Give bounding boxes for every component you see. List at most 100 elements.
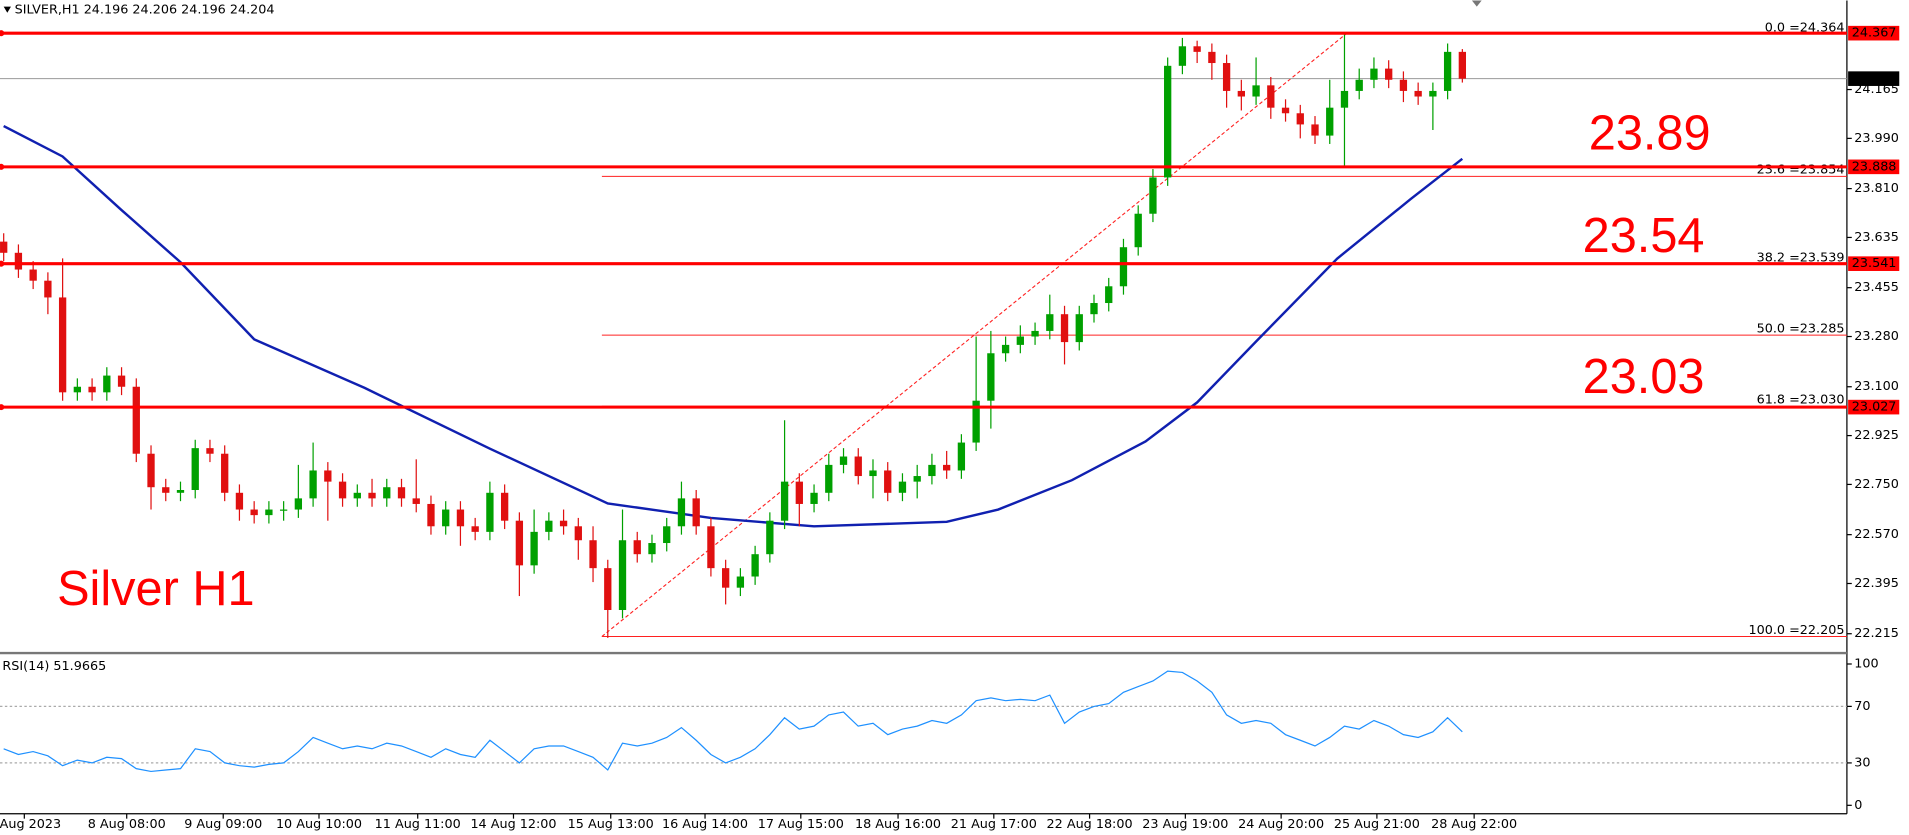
chart-title: SILVER,H1 24.196 24.206 24.196 24.204 [15,3,275,18]
level-price-box [1848,25,1900,41]
candle-body [707,526,715,569]
level-handle [0,30,5,37]
shift-marker [1471,0,1482,7]
rsi-y-tick-label: 30 [1854,755,1870,770]
candle-body [721,568,730,588]
candle-body [1252,85,1260,97]
candle-body [368,492,376,499]
candle-body [1385,68,1393,80]
level-price-box [1848,256,1900,271]
candle-body [530,531,538,566]
candle-body [206,448,214,454]
annotation: Silver H1 [57,562,255,616]
candle-body [692,498,700,527]
candle-body [1311,124,1319,136]
x-tick-label: 10 Aug 10:00 [276,817,362,832]
candle-body [88,386,96,393]
candle-body [191,448,199,491]
candle-body [618,540,627,611]
candle-body [1340,90,1349,108]
level-price-label: 23.541 [1852,256,1897,271]
candle-body [1222,63,1231,91]
x-tick-label: 11 Aug 11:00 [375,817,461,832]
candle-body [1414,90,1422,97]
candle-body [1267,85,1275,108]
candle-body [294,498,303,510]
candle-body [1208,51,1216,64]
candle-body [766,520,774,555]
candle-body [397,487,406,499]
x-tick-label: 25 Aug 21:00 [1334,817,1420,832]
x-tick-label: 24 Aug 20:00 [1238,817,1324,832]
candle-body [1164,65,1172,178]
y-tick-label: 22.395 [1854,576,1899,591]
candle-body [1060,314,1069,343]
rsi-y-tick-label: 70 [1854,699,1870,714]
candle-body [810,492,818,504]
candle-body [633,540,641,555]
candle-body [604,568,612,611]
candle-body [589,540,597,569]
rsi-y-tick-label: 0 [1854,798,1862,813]
x-tick-label: 17 Aug 15:00 [758,817,844,832]
candle-body [957,442,966,471]
x-tick-label: 16 Aug 14:00 [662,817,748,832]
x-tick-label: 15 Aug 13:00 [568,817,654,832]
candle-body [751,554,759,577]
candle-body [1399,79,1408,91]
candle-body [1149,177,1157,214]
candle-body [1429,90,1437,97]
candle-body [117,375,126,387]
candle-body [736,576,745,588]
candle-body [795,481,803,504]
level-handle [0,260,5,267]
candle-body [1016,336,1024,345]
candle-body [383,487,391,499]
candle-body [147,453,155,488]
candle-body [854,456,862,477]
candle-body [338,481,347,499]
y-tick-label: 22.570 [1854,527,1899,542]
rsi-title: RSI(14) 51.9665 [2,659,106,674]
y-tick-label: 23.455 [1854,280,1899,295]
x-tick-label: 21 Aug 17:00 [951,817,1037,832]
candle-body [943,464,951,471]
candle-body [309,470,317,499]
candle-body [559,520,568,527]
candle-body [928,464,936,477]
level-handle [0,163,5,170]
candle-body [412,498,420,504]
candle-body [648,543,656,555]
candle-body [162,487,170,493]
candle-body [353,492,361,499]
y-tick-label: 22.215 [1854,626,1899,641]
current-price-box [1848,71,1900,86]
candle-body [500,492,509,521]
candle-body [839,456,848,465]
candle-body [677,498,686,527]
candle-body [1443,51,1452,91]
level-price-label: 24.367 [1852,26,1897,41]
menu-marker [3,6,11,13]
rsi-y-tick-label: 100 [1854,656,1878,671]
candle-body [1281,107,1290,114]
candle-body [780,481,789,521]
candle-body [14,252,23,270]
fib-label: 61.8 =23.030 [1757,393,1845,408]
candle-body [29,269,37,281]
candle-body [1075,314,1083,343]
candle-body [279,509,288,511]
y-tick-label: 23.280 [1854,329,1899,344]
candle-body [0,241,8,253]
candle-body [1001,344,1010,354]
y-tick-label: 23.990 [1854,131,1899,146]
candle-body [1237,90,1245,97]
candle-body [1458,51,1467,79]
candle-body [1193,46,1201,52]
candle-body [471,526,479,532]
candle-body [884,470,892,493]
candle-body [1296,113,1304,125]
candle-body [663,526,671,544]
candle-body [1178,46,1187,66]
candle-body [869,470,877,477]
